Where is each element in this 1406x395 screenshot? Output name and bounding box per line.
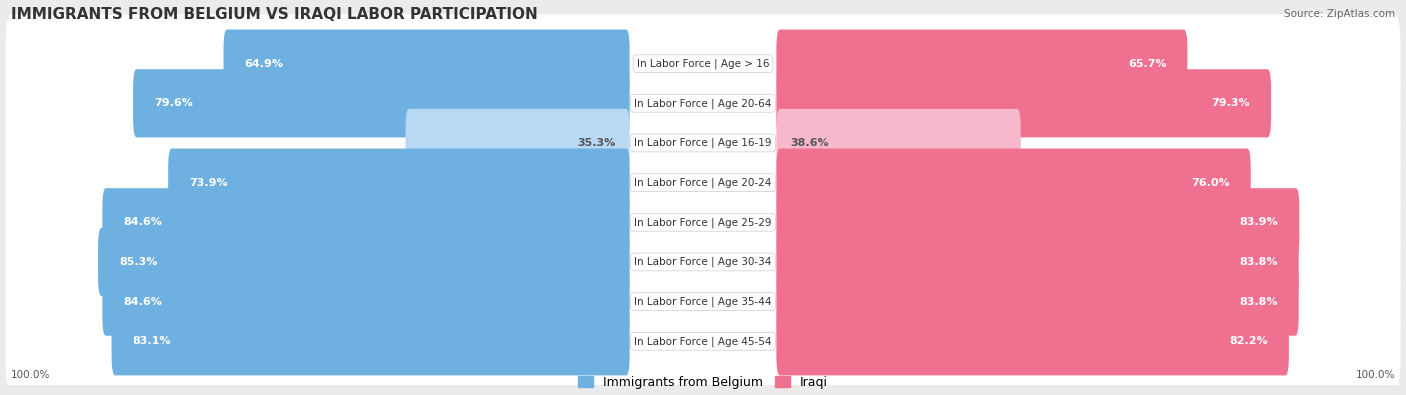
FancyBboxPatch shape [134,69,630,137]
Text: In Labor Force | Age 30-34: In Labor Force | Age 30-34 [634,257,772,267]
Text: 65.7%: 65.7% [1128,59,1167,69]
Text: 83.8%: 83.8% [1239,297,1278,307]
Text: 79.3%: 79.3% [1212,98,1250,108]
Text: 100.0%: 100.0% [1355,370,1395,380]
Text: In Labor Force | Age 16-19: In Labor Force | Age 16-19 [634,138,772,148]
Text: In Labor Force | Age 45-54: In Labor Force | Age 45-54 [634,336,772,346]
Text: 73.9%: 73.9% [190,178,228,188]
FancyBboxPatch shape [6,134,1400,232]
Text: 84.6%: 84.6% [124,217,162,227]
Text: 83.8%: 83.8% [1239,257,1278,267]
Text: 35.3%: 35.3% [578,138,616,148]
FancyBboxPatch shape [111,307,630,375]
FancyBboxPatch shape [776,228,1299,296]
Text: 84.6%: 84.6% [124,297,162,307]
Text: 76.0%: 76.0% [1191,178,1230,188]
FancyBboxPatch shape [6,94,1400,192]
FancyBboxPatch shape [169,149,630,217]
FancyBboxPatch shape [405,109,630,177]
FancyBboxPatch shape [6,15,1400,113]
FancyBboxPatch shape [776,30,1188,98]
FancyBboxPatch shape [98,228,630,296]
FancyBboxPatch shape [776,149,1251,217]
Text: 100.0%: 100.0% [11,370,51,380]
Legend: Immigrants from Belgium, Iraqi: Immigrants from Belgium, Iraqi [572,371,834,394]
FancyBboxPatch shape [103,267,630,336]
FancyBboxPatch shape [6,213,1400,311]
FancyBboxPatch shape [6,252,1400,351]
Text: In Labor Force | Age 35-44: In Labor Force | Age 35-44 [634,296,772,307]
FancyBboxPatch shape [6,173,1400,271]
FancyBboxPatch shape [776,109,1021,177]
FancyBboxPatch shape [224,30,630,98]
Text: 83.1%: 83.1% [132,336,172,346]
Text: 85.3%: 85.3% [120,257,157,267]
Text: 79.6%: 79.6% [155,98,193,108]
Text: In Labor Force | Age > 16: In Labor Force | Age > 16 [637,58,769,69]
FancyBboxPatch shape [6,54,1400,152]
Text: 64.9%: 64.9% [245,59,284,69]
Text: IMMIGRANTS FROM BELGIUM VS IRAQI LABOR PARTICIPATION: IMMIGRANTS FROM BELGIUM VS IRAQI LABOR P… [11,7,538,22]
Text: In Labor Force | Age 20-64: In Labor Force | Age 20-64 [634,98,772,109]
FancyBboxPatch shape [6,292,1400,391]
FancyBboxPatch shape [776,267,1299,336]
Text: In Labor Force | Age 20-24: In Labor Force | Age 20-24 [634,177,772,188]
FancyBboxPatch shape [776,307,1289,375]
FancyBboxPatch shape [776,69,1271,137]
Text: 38.6%: 38.6% [790,138,830,148]
Text: 82.2%: 82.2% [1229,336,1268,346]
Text: Source: ZipAtlas.com: Source: ZipAtlas.com [1284,9,1395,19]
Text: 83.9%: 83.9% [1240,217,1278,227]
FancyBboxPatch shape [776,188,1299,256]
FancyBboxPatch shape [103,188,630,256]
Text: In Labor Force | Age 25-29: In Labor Force | Age 25-29 [634,217,772,228]
